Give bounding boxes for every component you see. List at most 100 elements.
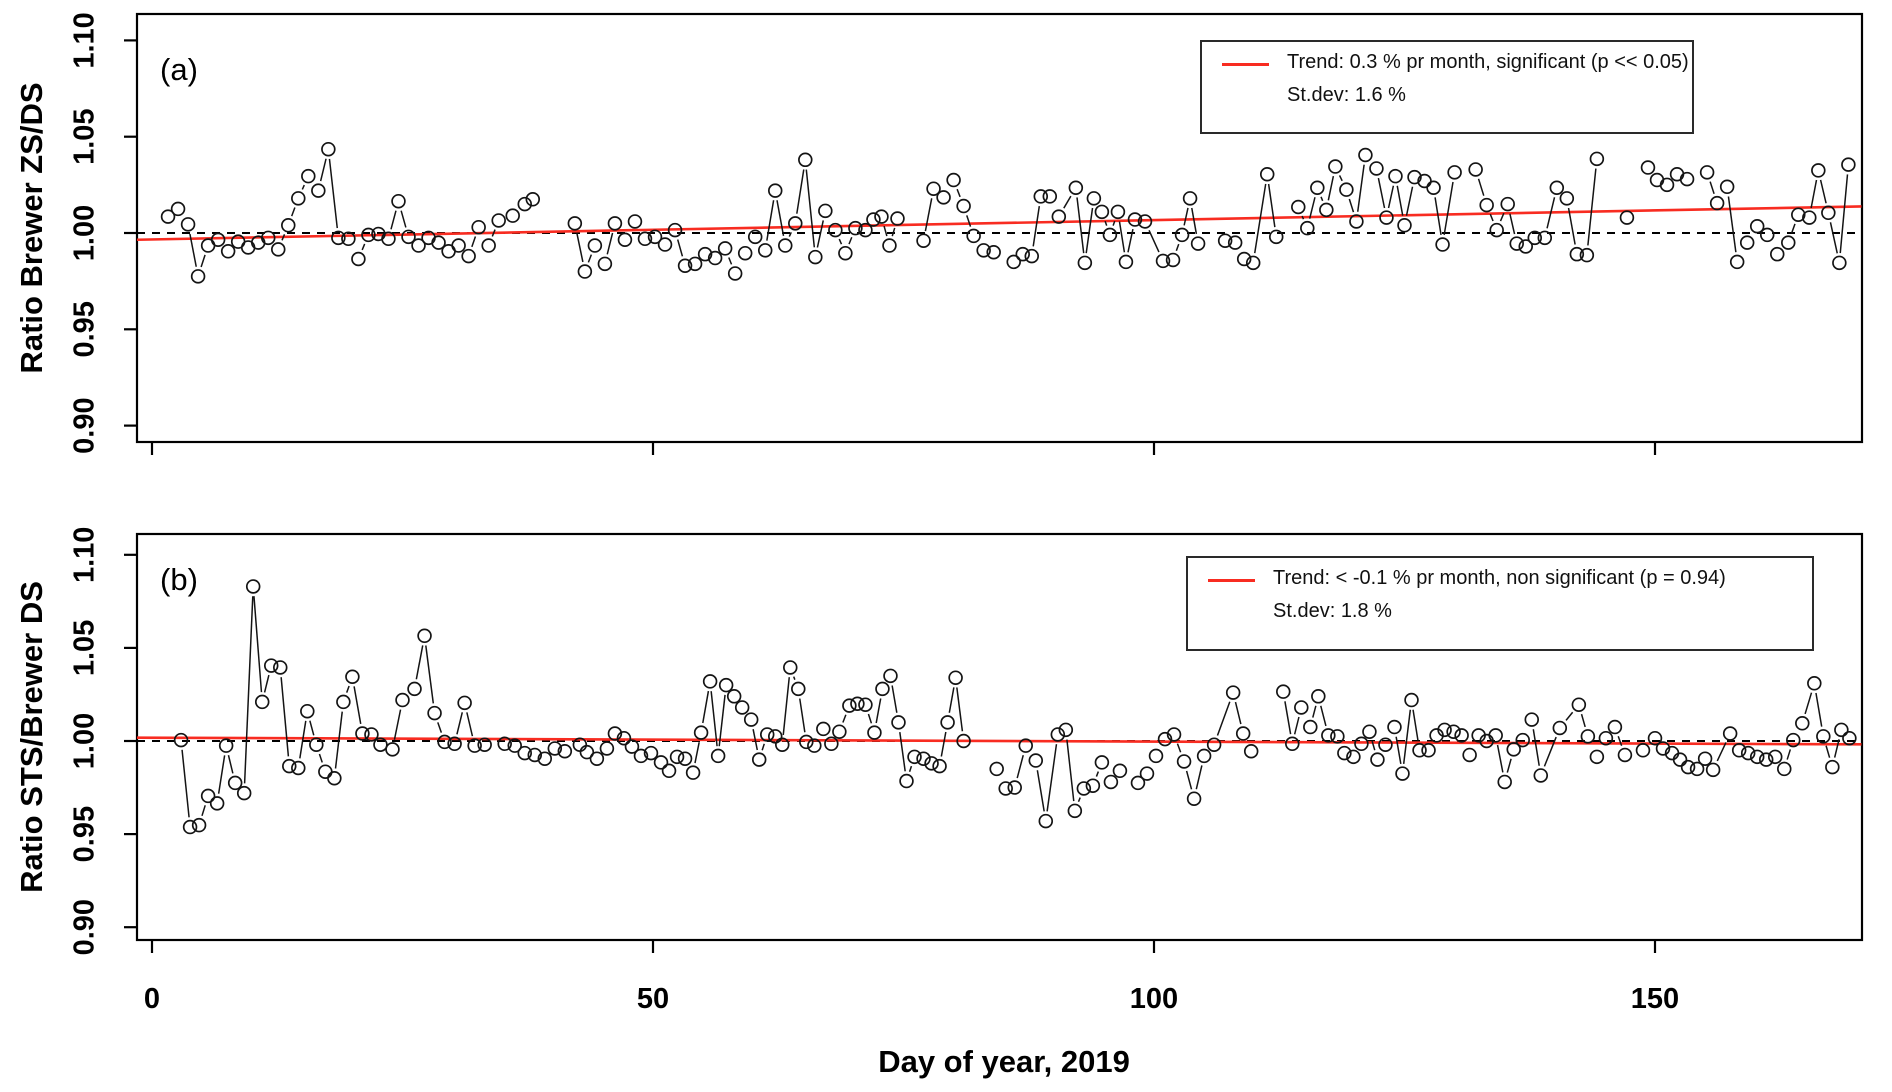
data-point — [1729, 254, 1745, 270]
data-point — [824, 736, 839, 752]
data-point — [1537, 230, 1553, 246]
data-point — [1033, 189, 1049, 204]
panel-b-points — [173, 579, 1857, 835]
data-point — [667, 222, 683, 238]
point-connector — [838, 238, 843, 245]
data-point — [1354, 736, 1369, 752]
point-connector — [776, 200, 785, 237]
data-point — [1842, 730, 1857, 746]
data-point — [401, 229, 416, 245]
data-point — [1489, 222, 1504, 238]
data-point — [1268, 229, 1284, 245]
data-point — [263, 658, 279, 673]
y-tick-label: 1.05 — [69, 620, 101, 676]
data-point — [599, 741, 615, 756]
data-point — [1589, 749, 1605, 765]
data-point — [1028, 753, 1044, 768]
data-point — [260, 230, 276, 246]
data-point — [417, 628, 432, 644]
point-connector — [290, 207, 296, 217]
point-connector — [1829, 222, 1838, 254]
data-point — [1015, 246, 1030, 262]
data-point — [717, 241, 733, 256]
data-point — [1680, 759, 1696, 775]
data-point — [427, 705, 442, 721]
point-connector — [1118, 221, 1126, 253]
y-tick-label: 0.90 — [69, 899, 101, 955]
point-connector — [766, 200, 775, 241]
y-tick-label: 1.10 — [69, 12, 101, 68]
data-point — [1446, 724, 1461, 739]
data-point — [527, 747, 543, 763]
point-connector — [587, 254, 593, 263]
data-point — [1007, 780, 1022, 795]
data-point — [190, 269, 206, 284]
x-axis-title: Day of year, 2019 — [878, 1044, 1130, 1079]
data-point — [702, 674, 718, 689]
data-point — [932, 758, 947, 774]
point-connector — [718, 694, 726, 747]
point-connector — [1434, 197, 1442, 235]
y-tick-label: 1.10 — [69, 527, 101, 583]
point-connector — [1546, 197, 1556, 229]
point-connector — [1727, 196, 1737, 253]
data-point — [936, 190, 951, 205]
point-connector — [1293, 716, 1300, 735]
data-point — [577, 264, 593, 279]
data-point — [587, 238, 603, 253]
data-point — [1276, 684, 1291, 699]
data-point — [1206, 737, 1222, 752]
data-point — [1437, 722, 1452, 738]
data-point — [1174, 227, 1190, 243]
data-point — [355, 726, 370, 741]
data-point — [882, 238, 897, 253]
data-point — [497, 736, 512, 752]
panel-a-trend-line — [136, 205, 1862, 242]
data-point — [1166, 727, 1182, 742]
data-point — [391, 193, 406, 209]
point-connector — [334, 711, 343, 769]
data-point — [1821, 205, 1836, 221]
point-connector — [1396, 185, 1404, 216]
panel-a-frame — [135, 12, 1864, 444]
data-point — [1739, 235, 1755, 250]
panel-b: 0.90 0.95 1.00 1.05 1.10 0 50 100 150 (b) Ratio ST… — [14, 527, 1864, 1015]
data-point — [710, 748, 726, 764]
data-point — [891, 715, 906, 730]
data-point — [1137, 214, 1153, 229]
data-point — [948, 670, 963, 685]
y-tick-label: 0.95 — [69, 301, 101, 357]
data-point — [788, 216, 803, 231]
point-connector — [345, 685, 350, 693]
data-point — [1598, 730, 1614, 746]
point-connector — [1066, 739, 1075, 802]
data-point — [726, 689, 742, 704]
data-point — [395, 692, 410, 708]
point-connector — [361, 243, 366, 251]
point-connector — [782, 677, 791, 736]
data-point — [1006, 254, 1021, 270]
point-connector — [1387, 185, 1395, 209]
point-connector — [1112, 220, 1116, 226]
data-point — [1722, 726, 1738, 741]
y-tick-label: 0.90 — [69, 397, 101, 453]
data-point — [218, 738, 234, 753]
data-point — [1672, 752, 1688, 767]
point-connector — [1175, 243, 1180, 251]
data-point — [1769, 246, 1785, 262]
data-point — [1085, 778, 1101, 793]
data-point — [1825, 759, 1840, 775]
point-connector — [1506, 758, 1512, 773]
data-point — [1330, 729, 1345, 744]
data-point — [345, 669, 360, 685]
data-point — [818, 203, 833, 219]
data-point — [1291, 199, 1306, 215]
data-point — [867, 725, 882, 740]
point-connector — [956, 687, 964, 732]
panel-b-tag: (b) — [160, 562, 198, 597]
data-point — [1155, 253, 1171, 269]
data-point — [1518, 239, 1533, 254]
data-point — [707, 250, 723, 266]
point-connector — [788, 231, 792, 237]
